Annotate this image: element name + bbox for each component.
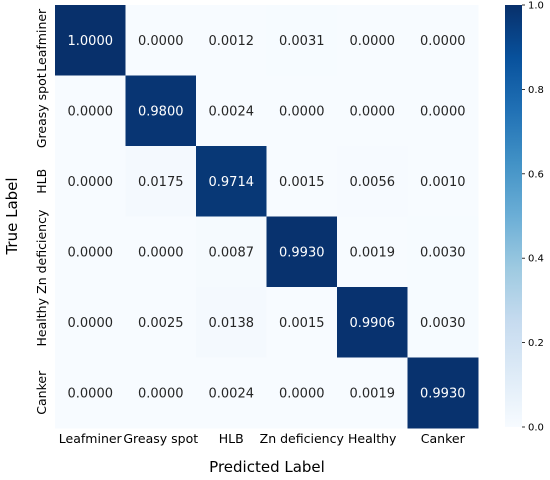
x-tick-label-greasy-spot: Greasy spot <box>123 431 198 446</box>
heatmap-cell <box>407 146 479 217</box>
x-axis-title: Predicted Label <box>209 458 325 476</box>
cell-value-label: 0.0000 <box>350 34 396 49</box>
x-tick-label-zn-deficiency: Zn deficiency <box>260 431 345 446</box>
cell-value-label: 0.0025 <box>138 316 184 331</box>
cell-value-label: 0.0000 <box>68 386 114 401</box>
heatmap-cell <box>407 216 479 288</box>
y-tick-label-canker: Canker <box>34 370 49 415</box>
cell-value-label: 0.0030 <box>420 245 466 260</box>
cell-value-label: 0.0175 <box>138 175 184 190</box>
heatmap-cell <box>55 146 126 217</box>
cell-value-label: 0.0000 <box>68 316 114 331</box>
cell-value-label: 0.9930 <box>279 245 325 260</box>
cell-value-label: 0.0015 <box>279 316 325 331</box>
cell-value-label: 0.0000 <box>420 104 466 119</box>
cell-value-label: 0.0000 <box>138 386 184 401</box>
cell-value-label: 0.0000 <box>68 245 114 260</box>
y-tick-label-leafminer: Leafminer <box>34 8 49 72</box>
cell-value-label: 0.0000 <box>350 104 396 119</box>
heatmap-cell <box>337 357 408 429</box>
y-tick-label-hlb: HLB <box>34 169 49 194</box>
cell-value-label: 0.0000 <box>420 34 466 49</box>
heatmap-cell <box>125 216 197 288</box>
cell-value-label: 0.0000 <box>279 104 325 119</box>
heatmap-cell <box>196 5 267 76</box>
heatmap-cell <box>266 287 338 358</box>
colorbar-tick-label: 0.8 <box>528 85 544 96</box>
heatmap-cell <box>266 146 338 217</box>
cell-value-label: 0.0031 <box>279 34 325 49</box>
cell-value-label: 0.0087 <box>209 245 255 260</box>
x-axis-ticks: Leafminer Greasy spot HLB Zn deficiency Heal… <box>59 431 466 446</box>
cell-value-label: 0.0019 <box>350 245 396 260</box>
heatmap-cell <box>125 75 197 147</box>
cell-value-label: 1.0000 <box>68 34 114 49</box>
cell-value-label: 0.9930 <box>420 386 466 401</box>
heatmap-cell <box>196 75 267 147</box>
heatmap-cell <box>125 287 197 358</box>
heatmap-cell <box>337 146 408 217</box>
x-tick-label-healthy: Healthy <box>348 431 397 446</box>
x-tick-label-hlb: HLB <box>219 431 244 446</box>
heatmap-cell <box>125 146 197 217</box>
heatmap-cell <box>337 5 408 76</box>
heatmap-cell <box>55 216 126 288</box>
colorbar-tick-label: 0.4 <box>528 254 544 265</box>
y-tick-label-healthy: Healthy <box>34 297 49 346</box>
heatmap-cell <box>196 146 267 217</box>
x-tick-label-canker: Canker <box>421 431 466 446</box>
colorbar-tick-label: 0.6 <box>528 169 544 180</box>
cell-value-label: 0.0000 <box>68 104 114 119</box>
colorbar <box>505 5 522 427</box>
colorbar-tick-label: 0.2 <box>528 338 544 349</box>
heatmap-cell <box>125 357 197 429</box>
cell-value-label: 0.0015 <box>279 175 325 190</box>
heatmap-cell <box>407 5 479 76</box>
cell-value-label: 0.0030 <box>420 316 466 331</box>
heatmap-cell <box>196 357 267 429</box>
cell-value-label: 0.0056 <box>350 175 396 190</box>
colorbar-tick-label: 1.0 <box>528 1 544 12</box>
colorbar-tick-label: 0.0 <box>528 423 544 434</box>
cell-value-label: 0.0019 <box>350 386 396 401</box>
heatmap-cell <box>266 357 338 429</box>
y-axis-title: True Label <box>3 177 21 255</box>
heatmap-cell <box>196 216 267 288</box>
heatmap-cell <box>55 75 126 147</box>
cell-value-label: 0.0024 <box>209 386 255 401</box>
cell-value-label: 0.0000 <box>279 386 325 401</box>
heatmap-cell <box>266 5 338 76</box>
heatmap-cell <box>55 287 126 358</box>
heatmap-value-labels: 1.0000 0.0000 0.0012 0.0031 0.0000 0.0000 0.00… <box>68 34 466 402</box>
cell-value-label: 0.0138 <box>209 316 255 331</box>
colorbar-ticks: 0.0 0.2 0.4 0.6 0.8 1.0 <box>522 1 544 434</box>
heatmap-cell <box>407 287 479 358</box>
y-tick-label-greasy-spot: Greasy spot <box>34 73 49 148</box>
cell-value-label: 0.9906 <box>350 316 396 331</box>
cell-value-label: 0.9800 <box>138 104 184 119</box>
x-tick-label-leafminer: Leafminer <box>59 431 123 446</box>
heatmap-cells <box>55 5 479 429</box>
heatmap-cell <box>337 75 408 147</box>
cell-value-label: 0.9714 <box>209 175 255 190</box>
cell-value-label: 0.0000 <box>68 175 114 190</box>
cell-value-label: 0.0000 <box>138 245 184 260</box>
cell-value-label: 0.0010 <box>420 175 466 190</box>
heatmap-cell <box>196 287 267 358</box>
heatmap-cell <box>55 5 126 76</box>
heatmap-cell <box>55 357 126 429</box>
cell-value-label: 0.0012 <box>209 34 255 49</box>
cell-value-label: 0.0000 <box>138 34 184 49</box>
heatmap-cell <box>337 216 408 288</box>
cell-value-label: 0.0024 <box>209 104 255 119</box>
heatmap-cell <box>266 75 338 147</box>
heatmap-cell <box>337 287 408 358</box>
heatmap-cell <box>407 357 479 429</box>
heatmap-cell <box>125 5 197 76</box>
y-tick-label-zn-deficiency: Zn deficiency <box>34 209 49 294</box>
heatmap-cell <box>407 75 479 147</box>
heatmap-cell <box>266 216 338 288</box>
